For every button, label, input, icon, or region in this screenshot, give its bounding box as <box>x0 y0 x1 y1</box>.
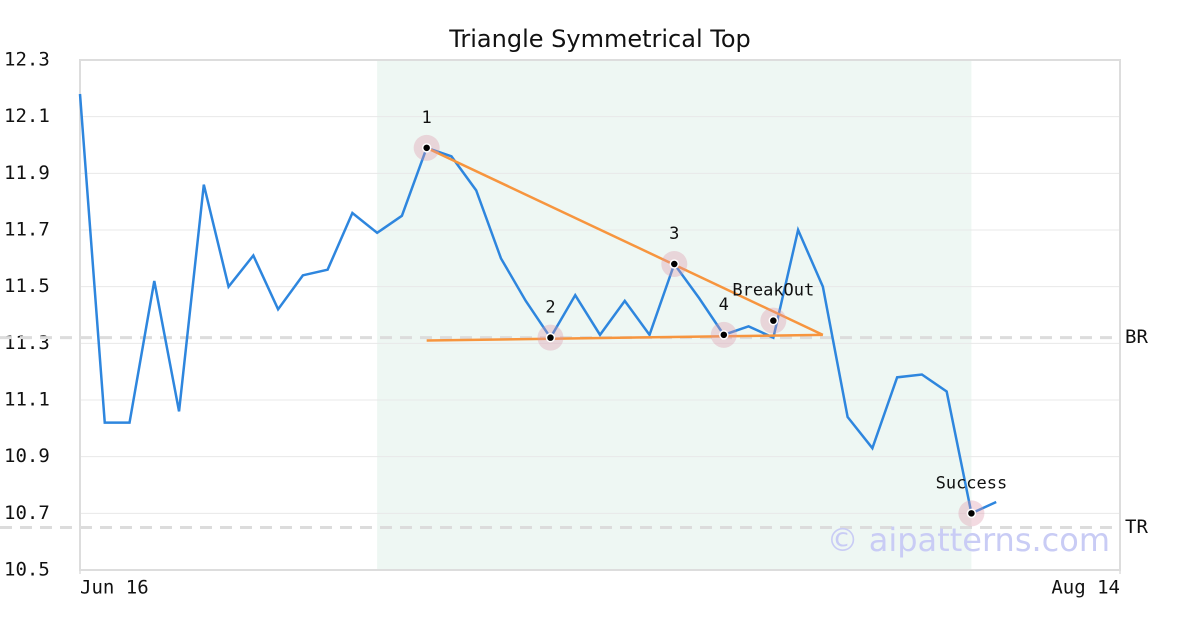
level-label: TR <box>1125 516 1148 538</box>
pivot-dot <box>669 259 680 269</box>
price-line <box>78 93 997 516</box>
pivot-label: BreakOut <box>732 281 814 301</box>
y-tick-label: 10.7 <box>4 502 50 524</box>
y-tick-label: 12.1 <box>4 105 50 127</box>
y-tick-label: 11.7 <box>4 219 50 241</box>
trend-line <box>426 333 823 342</box>
pivot-dot <box>421 143 432 153</box>
x-tick-label: Aug 14 <box>1051 577 1120 599</box>
pivot-dot <box>768 315 779 326</box>
level-label: BR <box>1125 326 1148 348</box>
plot-border <box>79 59 1121 571</box>
y-tick-label: 10.5 <box>4 559 50 581</box>
y-tick-label: 12.3 <box>4 49 50 71</box>
pivot-label: 4 <box>719 295 729 315</box>
pivot-label: 3 <box>669 224 679 244</box>
watermark: © aipatterns.com <box>827 521 1110 559</box>
y-tick-label: 11.9 <box>4 162 50 184</box>
pivot-label: Success <box>936 473 1008 493</box>
pivot-dot <box>966 508 977 519</box>
pivot-label: 1 <box>422 108 432 128</box>
y-tick-label: 11.3 <box>4 332 50 354</box>
pivot-dot <box>545 332 556 343</box>
y-tick-label: 11.5 <box>4 275 50 297</box>
x-tick-label: Jun 16 <box>80 577 149 599</box>
pattern-region <box>377 60 972 570</box>
y-tick-label: 11.1 <box>4 389 50 411</box>
pivot-label: 2 <box>545 298 555 318</box>
trend-line <box>426 146 824 336</box>
chart-title: Triangle Symmetrical Top <box>448 25 751 53</box>
pivot-dot <box>719 330 729 340</box>
y-tick-label: 10.9 <box>4 445 50 467</box>
